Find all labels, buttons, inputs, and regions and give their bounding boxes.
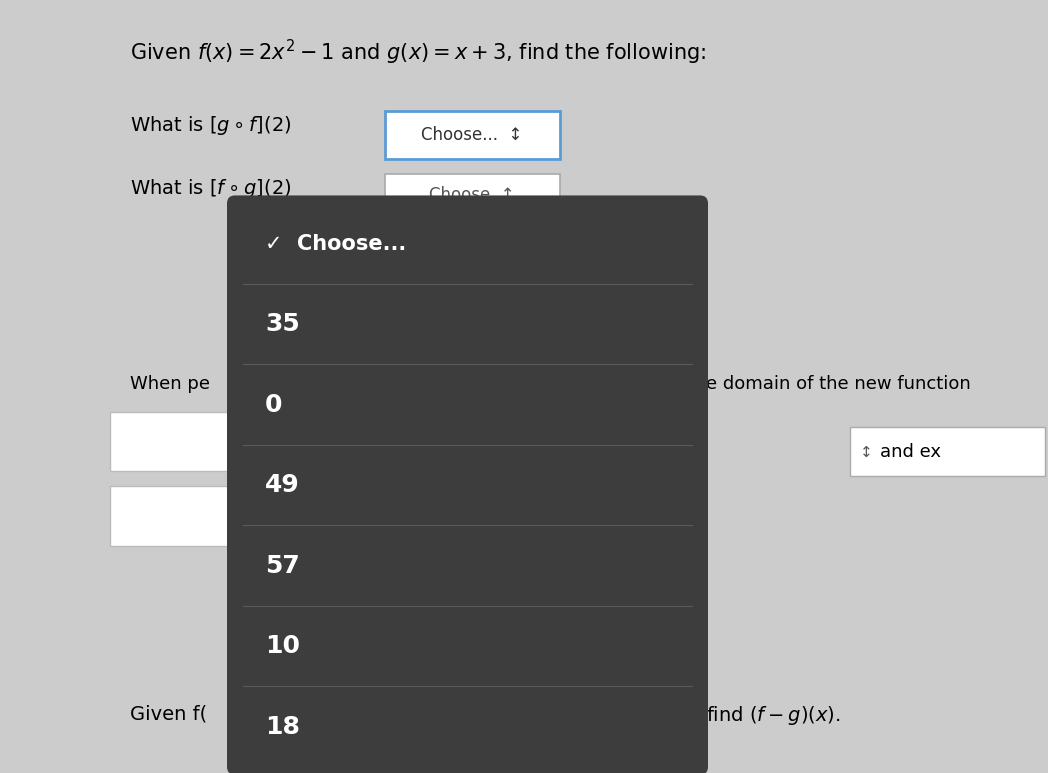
FancyBboxPatch shape (385, 174, 560, 218)
Text: and ex: and ex (880, 444, 941, 461)
Text: What is $[f \circ g](2)$: What is $[f \circ g](2)$ (130, 176, 291, 199)
Text: 0: 0 (265, 393, 283, 417)
FancyBboxPatch shape (385, 111, 560, 158)
Text: What is $[g \circ f](2)$: What is $[g \circ f](2)$ (130, 114, 291, 137)
FancyBboxPatch shape (850, 427, 1045, 476)
Text: find $(f - g)(x)$.: find $(f - g)(x)$. (706, 704, 840, 727)
Text: 10: 10 (265, 634, 300, 658)
Text: 49: 49 (265, 473, 300, 497)
Text: 35: 35 (265, 312, 300, 336)
Text: ↕: ↕ (860, 445, 873, 460)
Text: 18: 18 (265, 714, 300, 738)
Text: Given $f(x) = 2x^2 - 1$ and $g(x) = x + 3$, find the following:: Given $f(x) = 2x^2 - 1$ and $g(x) = x + … (130, 38, 706, 67)
Text: e domain of the new function: e domain of the new function (706, 375, 970, 393)
FancyBboxPatch shape (227, 196, 708, 773)
FancyBboxPatch shape (110, 486, 240, 546)
Text: Choose  ↑: Choose ↑ (430, 186, 515, 204)
Text: When pe: When pe (130, 375, 210, 393)
Text: Choose...  ↕: Choose... ↕ (421, 126, 523, 144)
FancyBboxPatch shape (110, 412, 240, 472)
Text: Given f(: Given f( (130, 704, 208, 724)
Text: ✓  Choose...: ✓ Choose... (265, 233, 407, 254)
Text: 57: 57 (265, 553, 300, 577)
